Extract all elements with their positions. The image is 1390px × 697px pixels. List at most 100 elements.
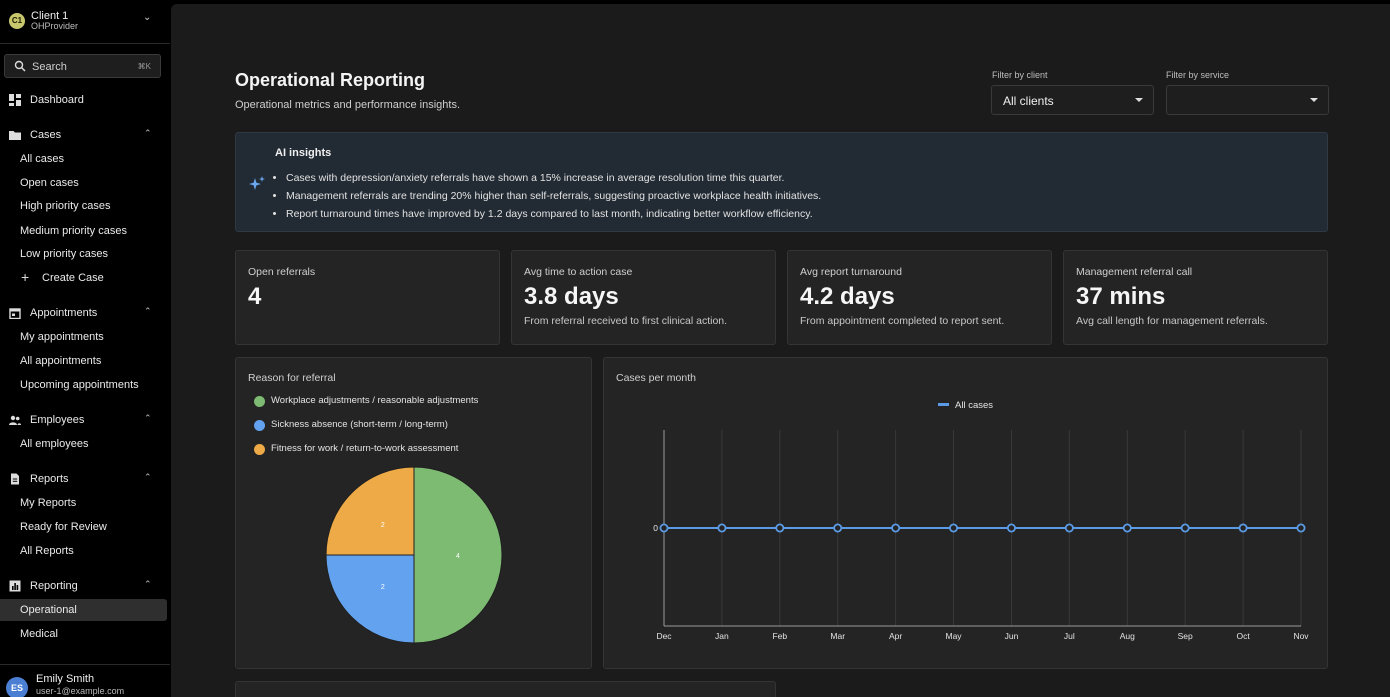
sidebar-item-high-priority[interactable]: High priority cases — [0, 195, 167, 217]
legend-label: Workplace adjustments / reasonable adjus… — [271, 395, 479, 406]
insights-title: AI insights — [275, 147, 332, 159]
sidebar-item-upcoming-appointments[interactable]: Upcoming appointments — [0, 374, 167, 396]
kpi-label: Open referrals — [248, 266, 316, 278]
pie-slice[interactable] — [325, 466, 415, 556]
kpi-description: From appointment completed to report sen… — [800, 315, 1005, 327]
folder-icon — [9, 131, 21, 140]
x-tick-label: Dec — [656, 631, 672, 641]
sidebar-section-reports[interactable]: Reports ⌃ — [0, 469, 170, 489]
data-point[interactable] — [1238, 523, 1248, 533]
section-label: Reports — [30, 473, 69, 485]
chevron-up-icon[interactable]: ⌃ — [144, 472, 152, 482]
caret-down-icon — [1135, 98, 1143, 102]
search-button[interactable]: Search ⌘K — [4, 54, 161, 78]
sidebar-section-appointments[interactable]: Appointments ⌃ — [0, 303, 170, 323]
next-panel — [235, 681, 776, 697]
client-switcher[interactable]: C1 Client 1 OHProvider ⌄ — [0, 0, 170, 44]
item-label: My appointments — [20, 331, 104, 343]
data-point[interactable] — [949, 523, 959, 533]
pie-slice[interactable] — [325, 554, 415, 644]
data-point[interactable] — [775, 523, 785, 533]
sidebar-item-all-employees[interactable]: All employees — [0, 433, 167, 455]
cases-per-month-panel: Cases per month All cases 0 Dec Jan Feb Mar Ap… — [603, 357, 1328, 669]
caret-down-icon — [1310, 98, 1318, 102]
kpi-label: Management referral call — [1076, 266, 1193, 278]
sidebar-section-employees[interactable]: Employees ⌃ — [0, 410, 170, 430]
sidebar-item-all-appointments[interactable]: All appointments — [0, 350, 167, 372]
sidebar-item-all-cases[interactable]: All cases — [0, 148, 167, 170]
data-point[interactable] — [659, 523, 669, 533]
data-point[interactable] — [1122, 523, 1132, 533]
client-name: Client 1 — [31, 10, 69, 22]
page-subtitle: Operational metrics and performance insi… — [235, 99, 460, 111]
search-shortcut: ⌘K — [137, 62, 151, 71]
sidebar-item-medium-priority[interactable]: Medium priority cases — [0, 220, 167, 242]
item-label: Medical — [20, 628, 58, 640]
user-menu[interactable]: ES Emily Smith user-1@example.com — [0, 664, 170, 697]
search-icon — [14, 60, 26, 72]
sidebar-section-cases[interactable]: Cases ⌃ — [0, 125, 170, 145]
kpi-description: From referral received to first clinical… — [524, 315, 728, 327]
page-title: Operational Reporting — [235, 70, 426, 90]
legend-swatch — [254, 444, 265, 455]
chevron-up-icon[interactable]: ⌃ — [144, 306, 152, 316]
sidebar-item-dashboard[interactable]: Dashboard — [0, 90, 170, 110]
item-label: Create Case — [42, 272, 104, 284]
avatar: ES — [6, 677, 28, 697]
data-point[interactable] — [1064, 523, 1074, 533]
item-label: All cases — [20, 153, 65, 165]
sidebar-item-open-cases[interactable]: Open cases — [0, 172, 167, 194]
people-icon — [9, 415, 21, 425]
bar-chart-icon — [9, 580, 21, 592]
chart-title: Reason for referral — [248, 372, 336, 384]
kpi-avg-time-to-action: Avg time to action case 3.8 days From re… — [511, 250, 776, 345]
data-point[interactable] — [1180, 523, 1190, 533]
kpi-open-referrals: Open referrals 4 — [235, 250, 500, 345]
sidebar-item-ready-for-review[interactable]: Ready for Review — [0, 516, 167, 538]
chevron-up-icon[interactable]: ⌃ — [144, 413, 152, 423]
section-label: Cases — [30, 129, 62, 141]
legend-label: Fitness for work / return-to-work assess… — [271, 443, 459, 454]
sparkle-icon — [249, 176, 265, 190]
x-tick-label: Apr — [889, 631, 902, 641]
item-label: Upcoming appointments — [20, 379, 139, 391]
sidebar-item-my-appointments[interactable]: My appointments — [0, 326, 167, 348]
legend-label[interactable]: All cases — [955, 400, 993, 411]
data-point[interactable] — [1006, 523, 1016, 533]
x-tick-label: Jul — [1064, 631, 1075, 641]
sidebar-item-medical[interactable]: Medical — [0, 623, 167, 645]
kpi-value: 3.8 days — [524, 283, 619, 310]
kpi-avg-report-turnaround: Avg report turnaround 4.2 days From appo… — [787, 250, 1052, 345]
item-label: Operational — [20, 604, 77, 616]
filter-client-select[interactable]: All clients — [991, 85, 1154, 115]
sidebar-item-all-reports[interactable]: All Reports — [0, 540, 167, 562]
kpi-management-referral-call: Management referral call 37 mins Avg cal… — [1063, 250, 1328, 345]
x-tick-label: Jan — [715, 631, 729, 641]
chevron-up-icon[interactable]: ⌃ — [144, 128, 152, 138]
reason-for-referral-panel: Reason for referral Workplace adjustment… — [235, 357, 592, 669]
filter-service-label: Filter by service — [1166, 70, 1230, 80]
kpi-label: Avg report turnaround — [800, 266, 902, 278]
plus-icon: + — [21, 269, 30, 285]
sidebar-item-operational[interactable]: Operational — [0, 599, 167, 621]
x-tick-label: Feb — [772, 631, 787, 641]
item-label: All Reports — [20, 545, 74, 557]
item-label: High priority cases — [20, 200, 111, 212]
legend-swatch — [254, 420, 265, 431]
kpi-value: 4 — [248, 283, 262, 310]
x-tick-label: May — [946, 631, 963, 641]
data-point[interactable] — [891, 523, 901, 533]
data-point[interactable] — [1296, 523, 1306, 533]
pie-slice[interactable] — [413, 466, 503, 644]
filter-service-select[interactable] — [1166, 85, 1329, 115]
sidebar-item-low-priority[interactable]: Low priority cases — [0, 243, 167, 265]
chevron-up-icon[interactable]: ⌃ — [144, 579, 152, 589]
data-point[interactable] — [717, 523, 727, 533]
data-point[interactable] — [833, 523, 843, 533]
sidebar-section-reporting[interactable]: Reporting ⌃ — [0, 576, 170, 596]
x-tick-label: Sep — [1178, 631, 1193, 641]
sidebar-item-create-case[interactable]: + Create Case — [0, 267, 167, 289]
sidebar-item-my-reports[interactable]: My Reports — [0, 492, 167, 514]
item-label: All employees — [20, 438, 89, 450]
chevron-down-icon[interactable]: ⌄ — [143, 12, 152, 23]
